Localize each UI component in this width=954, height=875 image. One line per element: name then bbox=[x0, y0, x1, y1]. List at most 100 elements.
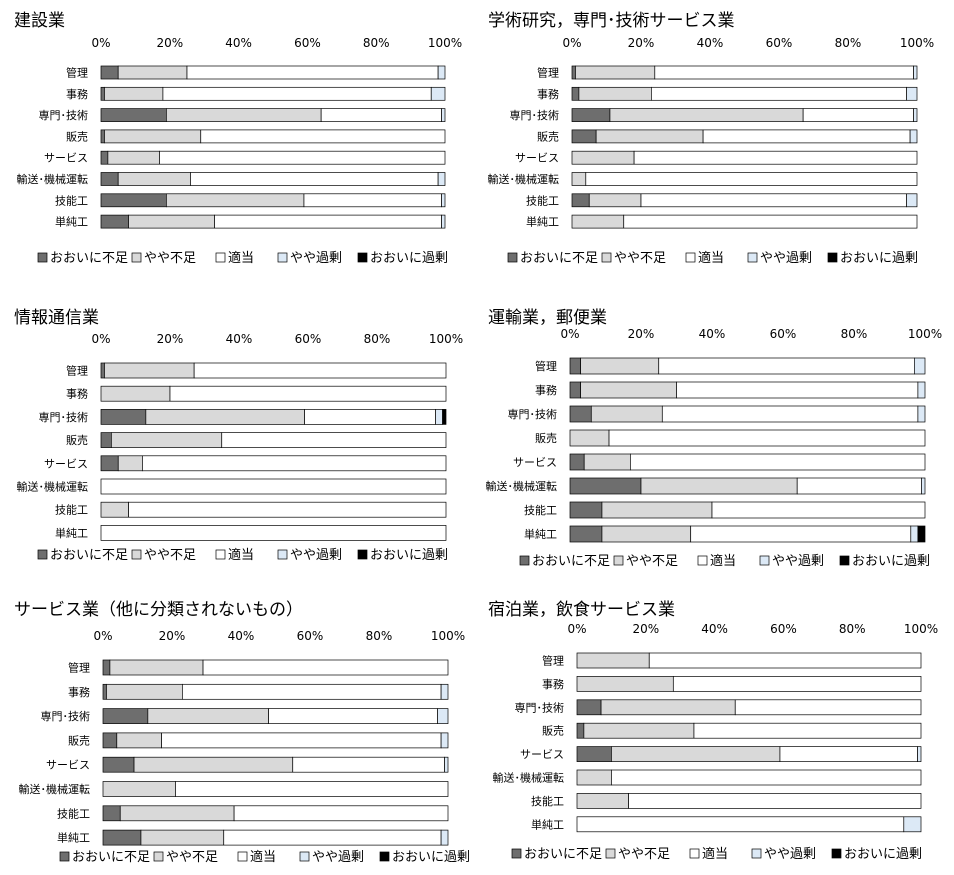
legend-swatch-tekito bbox=[685, 252, 696, 263]
category-label: 販売 bbox=[66, 130, 88, 143]
bar-segment-yaya-fusoku bbox=[571, 150, 635, 165]
bar-segment-yaya-fusoku bbox=[588, 193, 642, 208]
bar-segment-oi-fusoku bbox=[100, 193, 167, 208]
category-label: 管理 bbox=[66, 364, 88, 378]
category-label: 単純工 bbox=[55, 526, 88, 540]
x-tick-label: 80% bbox=[841, 327, 868, 341]
bar-segment-oi-fusoku bbox=[102, 659, 111, 676]
bar-segment-yaya-kajo bbox=[437, 172, 446, 186]
bar-segment-yaya-fusoku bbox=[100, 501, 129, 518]
category-label: 輸送･機械運転 bbox=[17, 172, 89, 186]
bar-segment-yaya-kajo bbox=[903, 816, 922, 833]
legend-label: やや不足 bbox=[144, 548, 196, 563]
bar-segment-oi-fusoku bbox=[100, 150, 109, 165]
category-label: 技能工 bbox=[531, 794, 564, 808]
category-label: サービス bbox=[515, 152, 559, 165]
bar-segment-yaya-fusoku bbox=[117, 455, 143, 472]
bar-segment-oi-fusoku bbox=[569, 525, 603, 543]
category-label: 事務 bbox=[542, 677, 564, 691]
legend-swatch-yaya-kajo bbox=[299, 851, 310, 862]
bar-segment-oi-fusoku bbox=[569, 501, 603, 519]
bar-segment-tekito bbox=[193, 362, 447, 379]
bar-segment-oi-fusoku bbox=[571, 108, 611, 122]
bar-segment-tekito bbox=[651, 86, 908, 101]
legend-swatch-tekito bbox=[237, 851, 248, 862]
bar-segment-yaya-kajo bbox=[906, 86, 918, 101]
x-tick-label: 0% bbox=[93, 629, 112, 643]
bar-segment-yaya-kajo bbox=[440, 829, 449, 846]
legend-label: おおいに不足 bbox=[72, 850, 150, 865]
bar-segment-yaya-fusoku bbox=[133, 756, 294, 773]
legend-swatch-yaya-fusoku bbox=[153, 851, 164, 862]
bar-segment-tekito bbox=[672, 676, 922, 692]
legend-swatch-oi-fusoku bbox=[37, 549, 48, 560]
x-tick-label: 0% bbox=[91, 332, 110, 346]
legend-label: やや過剰 bbox=[764, 847, 816, 862]
bar-segment-yaya-fusoku bbox=[580, 381, 677, 399]
legend-swatch-yaya-fusoku bbox=[131, 549, 142, 560]
bar-segment-tekito bbox=[796, 477, 922, 495]
bar-segment-tekito bbox=[175, 781, 449, 797]
legend-label: おおいに過剰 bbox=[840, 251, 918, 266]
bar-segment-oi-fusoku bbox=[576, 746, 612, 762]
bar-segment-oi-fusoku bbox=[569, 477, 642, 495]
bar-segment-yaya-fusoku bbox=[580, 357, 660, 375]
chart-title: サービス業（他に分類されないもの） bbox=[14, 600, 303, 620]
bar-segment-tekito bbox=[648, 652, 922, 669]
bar-segment-yaya-fusoku bbox=[107, 150, 160, 165]
legend-swatch-oi-kajo bbox=[839, 555, 850, 566]
bar-segment-yaya-fusoku bbox=[611, 746, 781, 762]
bar-segment-yaya-kajo bbox=[441, 193, 446, 208]
category-label: 専門･技術 bbox=[41, 710, 91, 723]
x-tick-label: 80% bbox=[366, 629, 393, 643]
legend-label: やや過剰 bbox=[772, 554, 824, 569]
x-tick-label: 60% bbox=[770, 327, 797, 341]
bar-segment-yaya-fusoku bbox=[140, 829, 225, 846]
bar-segment-yaya-fusoku bbox=[576, 652, 650, 669]
x-tick-label: 80% bbox=[364, 332, 391, 346]
x-tick-label: 60% bbox=[294, 36, 321, 50]
bar-segment-yaya-kajo bbox=[913, 108, 918, 122]
bar-segment-oi-kajo bbox=[917, 525, 926, 543]
legend-label: やや過剰 bbox=[290, 548, 342, 563]
bar-segment-yaya-kajo bbox=[440, 732, 449, 749]
bar-segment-oi-fusoku bbox=[102, 756, 135, 773]
stacked-bar-chart: 0% 20% 40% 60% 80% 100% 管理事務専門･技術販売サービス輸送･機械運転… bbox=[17, 36, 463, 266]
x-tick-label: 40% bbox=[226, 332, 253, 346]
category-label: 輸送･機械運転 bbox=[493, 771, 565, 785]
bar-segment-tekito bbox=[142, 455, 447, 472]
category-label: 販売 bbox=[537, 130, 559, 143]
bar-segment-yaya-kajo bbox=[913, 65, 918, 80]
bar-segment-yaya-fusoku bbox=[117, 65, 188, 80]
category-label: 技能工 bbox=[526, 193, 559, 207]
bar-segment-tekito bbox=[608, 429, 926, 447]
stacked-bar-chart: 0% 20% 40% 60% 80% 100% 管理事務専門･技術販売サービス輸送･機械運転… bbox=[486, 327, 943, 569]
legend-label: おおいに過剰 bbox=[370, 548, 448, 563]
bar-segment-tekito bbox=[576, 816, 905, 833]
category-label: 単純工 bbox=[526, 215, 559, 229]
bar-segment-yaya-fusoku bbox=[576, 676, 674, 692]
category-label: 専門･技術 bbox=[508, 408, 558, 421]
bar-segment-yaya-fusoku bbox=[147, 708, 269, 724]
bar-segment-yaya-fusoku bbox=[166, 193, 305, 208]
bar-segment-yaya-kajo bbox=[914, 357, 926, 375]
category-label: サービス bbox=[44, 457, 88, 470]
category-label: 事務 bbox=[66, 387, 88, 401]
chart-title: 建設業 bbox=[14, 11, 65, 31]
category-label: 事務 bbox=[66, 87, 88, 101]
legend-label: やや過剰 bbox=[312, 850, 364, 865]
chart-title: 情報通信業 bbox=[14, 308, 99, 328]
bar-segment-oi-fusoku bbox=[576, 699, 602, 716]
x-tick-label: 40% bbox=[701, 622, 728, 636]
bar-segment-yaya-fusoku bbox=[609, 108, 804, 122]
bar-segment-tekito bbox=[100, 525, 447, 541]
category-label: サービス bbox=[46, 759, 90, 772]
legend-swatch-yaya-fusoku bbox=[131, 252, 142, 263]
category-label: 管理 bbox=[542, 654, 564, 668]
category-label: 事務 bbox=[537, 87, 559, 101]
category-label: 管理 bbox=[68, 661, 90, 675]
category-label: 販売 bbox=[535, 432, 557, 445]
bar-segment-oi-fusoku bbox=[571, 65, 576, 80]
bar-segment-yaya-fusoku bbox=[119, 805, 235, 822]
category-label: 技能工 bbox=[524, 503, 557, 517]
